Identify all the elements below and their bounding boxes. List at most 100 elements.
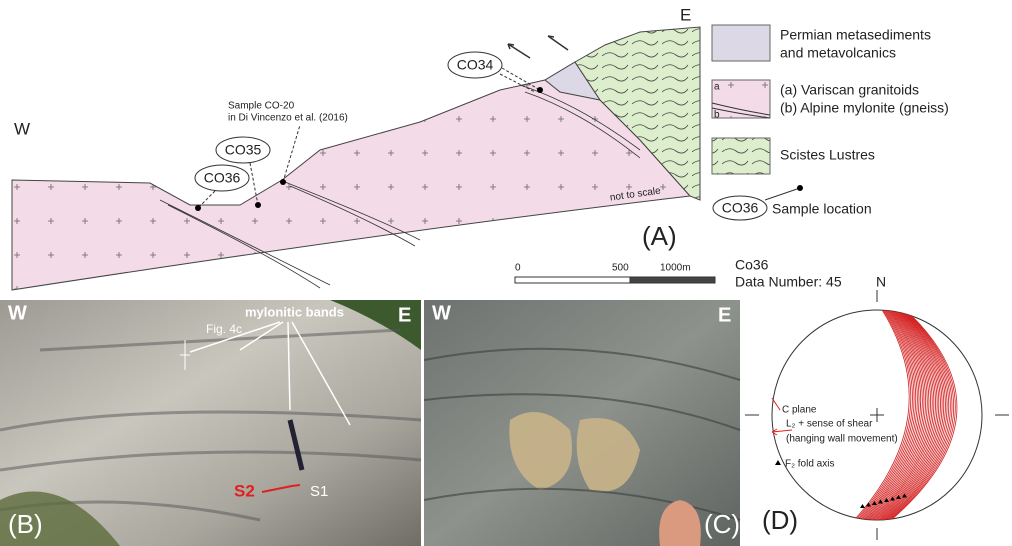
legend-text: Sample location <box>772 201 872 217</box>
net-ticks <box>745 290 1009 540</box>
sample-ellipse <box>215 136 271 164</box>
legend-text: and metavolcanics <box>780 45 896 61</box>
great-circle <box>865 310 923 520</box>
vegetation <box>330 300 421 350</box>
legend-ellipse <box>712 195 768 221</box>
sample-ellipse <box>447 51 503 79</box>
sample-label: CO35 <box>225 142 262 158</box>
great-circle <box>887 314 951 520</box>
legend-fold-axis <box>775 460 781 465</box>
legend-text: Scistes Lustres <box>780 147 875 163</box>
great-circle <box>862 310 918 520</box>
sample-dot <box>255 202 261 208</box>
west-label: W <box>8 302 27 324</box>
hammer <box>287 419 305 471</box>
sample-dot <box>195 205 201 211</box>
great-circle <box>888 314 953 520</box>
great-circle <box>860 310 917 520</box>
scale-white <box>514 276 631 284</box>
thumb <box>659 500 701 546</box>
legend-c-plane <box>771 397 781 411</box>
great-circle <box>870 311 930 521</box>
panel-label: (C) <box>704 509 740 539</box>
scale-dark <box>629 276 716 284</box>
sample-dot <box>280 179 286 185</box>
great-circle <box>872 311 931 521</box>
fold-axis <box>872 501 877 505</box>
east-label: E <box>680 5 691 24</box>
d-legend: (hanging wall movement) <box>786 434 898 445</box>
great-circle <box>857 309 912 519</box>
legend-arrow <box>771 428 793 436</box>
panel-label: (D) <box>762 505 798 535</box>
legend-key: a <box>714 82 720 93</box>
great-circle <box>868 310 927 520</box>
legend-bands <box>711 102 771 119</box>
great-circle <box>855 309 910 519</box>
mylonite-bands <box>159 84 641 289</box>
legend-dot <box>797 185 803 191</box>
east-label: E <box>718 304 731 326</box>
scale-label: 1000m <box>660 263 691 274</box>
d-legend: L₂ + sense of shear <box>786 419 873 430</box>
sample-name: Co36 <box>735 257 769 273</box>
north-label: N <box>876 274 886 290</box>
legend-key: b <box>714 110 720 121</box>
bands-label: mylonitic bands <box>245 304 344 319</box>
feldspar-clasts <box>509 412 640 492</box>
fold-axis <box>884 498 889 502</box>
fold-axis <box>896 495 901 499</box>
sample-label: CO34 <box>457 57 494 73</box>
great-circle <box>858 310 913 519</box>
panel-label: (A) <box>642 221 677 251</box>
s2-line <box>261 484 301 493</box>
shear-arrows <box>507 35 569 59</box>
great-circle <box>883 313 946 521</box>
great-circle <box>892 315 958 520</box>
great-circle <box>874 311 935 521</box>
stereonet <box>745 290 1009 540</box>
legend-sample: CO36 <box>722 200 759 216</box>
s2-label: S2 <box>234 481 255 500</box>
great-circle <box>878 312 940 521</box>
great-circle <box>880 313 943 521</box>
fold-axis <box>878 499 883 504</box>
schist-body <box>574 26 701 201</box>
scale-label: 500 <box>612 263 629 274</box>
d-legend: F₂ fold axis <box>785 459 834 470</box>
legend-text: (b) Alpine mylonite (gneiss) <box>780 100 949 116</box>
great-circle <box>863 310 920 520</box>
east-label: E <box>398 304 411 326</box>
fold-axis <box>866 502 871 507</box>
legend-leader <box>764 187 801 201</box>
great-circle <box>884 313 948 520</box>
great-circle <box>879 312 941 521</box>
sample-ellipse <box>194 164 250 192</box>
s1-label: S1 <box>310 483 328 500</box>
sample-dot <box>537 87 543 93</box>
legend-swatch <box>711 24 771 62</box>
rock-fractures <box>0 328 422 522</box>
great-circle <box>890 315 956 520</box>
west-label: W <box>14 119 30 138</box>
fold-axis <box>860 504 865 508</box>
great-circle <box>867 310 925 520</box>
great-circle <box>889 315 955 520</box>
fig-marker <box>180 340 190 370</box>
reference-line: Sample CO-20 <box>228 101 295 112</box>
granitoid-body <box>11 61 692 291</box>
scale-label: 0 <box>515 263 521 274</box>
great-circle <box>859 310 915 519</box>
great-circle <box>864 310 922 520</box>
fold-axis <box>890 496 895 501</box>
foliation <box>423 347 741 521</box>
data-number: Data Number: 45 <box>735 274 842 290</box>
d-legend: C plane <box>782 405 817 416</box>
great-circle <box>882 313 945 521</box>
legend-swatch <box>711 137 771 175</box>
great-circle <box>877 312 938 521</box>
great-circle <box>869 311 928 521</box>
fig-ref: Fig. 4c <box>206 322 242 336</box>
shrub <box>0 491 120 546</box>
